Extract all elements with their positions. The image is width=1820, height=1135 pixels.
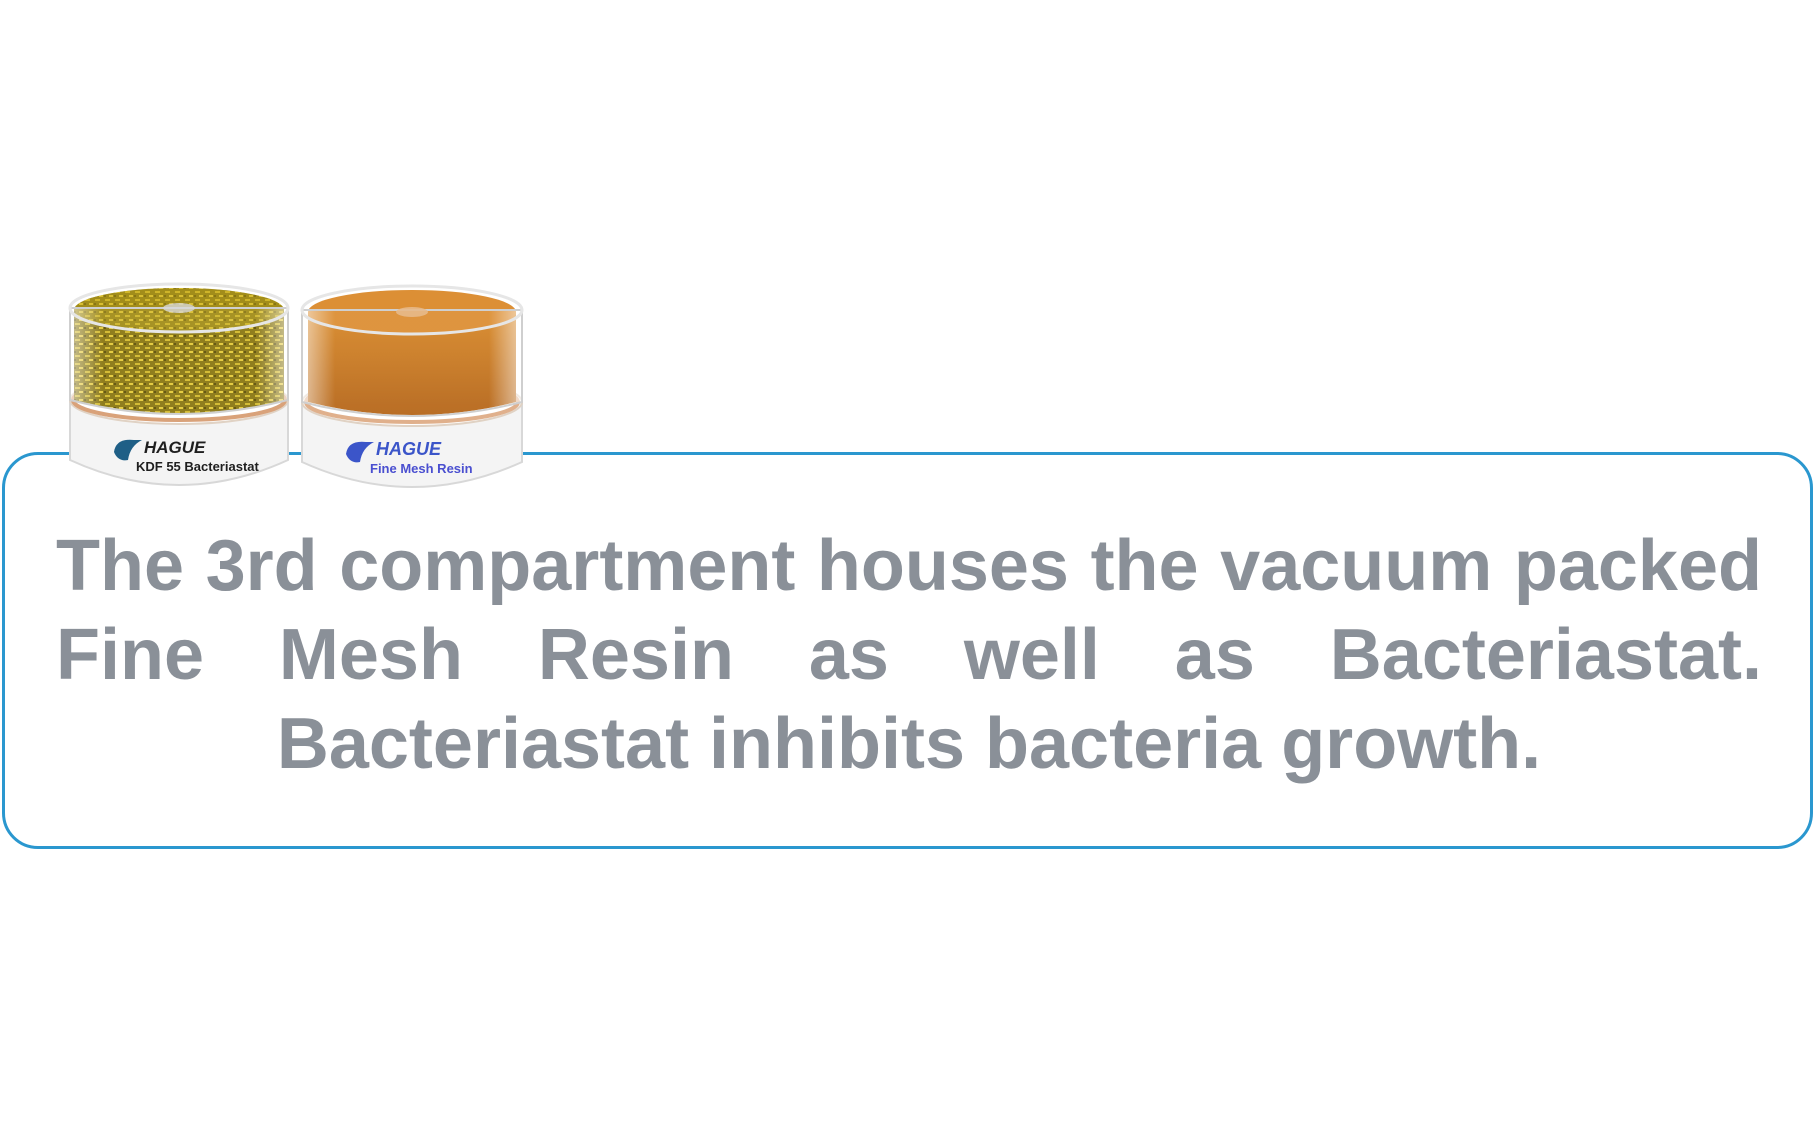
resin-brand-text: HAGUE: [376, 439, 442, 459]
caption-text: The 3rd compartment houses the vacuum pa…: [56, 526, 1762, 784]
kdf-brand-text: HAGUE: [144, 438, 206, 457]
info-box: [2, 452, 1813, 849]
resin-label-text: Fine Mesh Resin: [370, 461, 473, 476]
kdf-label-text: KDF 55 Bacteriastat: [136, 459, 259, 474]
fine-mesh-resin-canister-image: HAGUE Fine Mesh Resin: [296, 282, 528, 498]
kdf-bacteriastat-canister-image: HAGUE KDF 55 Bacteriastat: [64, 282, 294, 496]
